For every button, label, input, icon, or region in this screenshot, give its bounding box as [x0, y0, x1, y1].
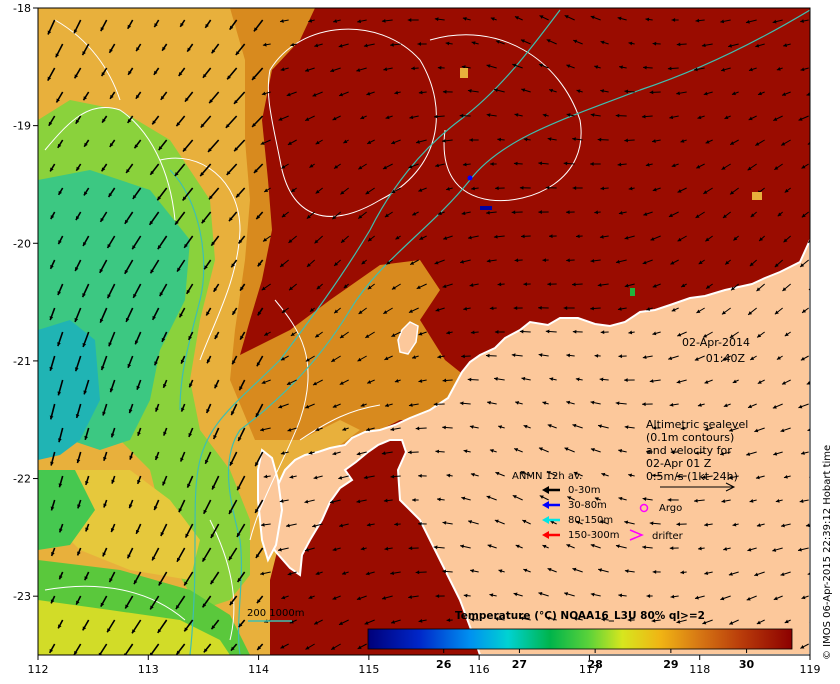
y-tick-label: -21: [13, 355, 31, 368]
anmn-legend-label: 30-80m: [568, 500, 607, 511]
sst-pixel-speck: [752, 192, 762, 200]
anmn-legend-label: 150-300m: [568, 530, 620, 541]
anmn-mooring-marker: [480, 206, 492, 210]
map-area: [38, 8, 817, 657]
colorbar-title: Temperature (°C) NOAA16_L3U 80% ql>=2: [455, 610, 705, 622]
altimetric-line: Altimetric sealevel: [646, 418, 748, 431]
altimetric-line: (0.1m contours): [646, 431, 734, 444]
velocity-arrow: [810, 620, 817, 624]
y-tick-label: -20: [13, 237, 31, 250]
velocity-arrow: [810, 43, 816, 47]
sst-pixel-speck: [460, 68, 468, 78]
x-tick-label: 115: [358, 663, 379, 676]
velocity-arrow: [811, 188, 817, 192]
colorbar-tick-label: 27: [512, 658, 527, 671]
y-tick-label: -23: [13, 590, 31, 603]
y-tick-label: -22: [13, 473, 31, 486]
colorbar-tick-label: 28: [587, 658, 602, 671]
anmn-legend-label: 80-150m: [568, 515, 613, 526]
altimetric-line: and velocity for: [646, 444, 732, 457]
argo-float-marker: [468, 176, 473, 181]
bathy-legend-label: 200 1000m: [247, 608, 304, 619]
colorbar-gradient: [368, 629, 792, 649]
drifter-label: drifter: [652, 531, 684, 542]
x-tick-label: 112: [28, 663, 49, 676]
x-tick-label: 113: [138, 663, 159, 676]
time-label: 01:40Z: [706, 352, 746, 365]
date-label: 02-Apr-2014: [682, 336, 750, 349]
colorbar-tick-label: 29: [663, 658, 678, 671]
anmn-legend-title: ANMN 12h av.: [512, 471, 582, 482]
colorbar-tick-label: 26: [436, 658, 452, 671]
velocity-arrow: [811, 332, 817, 336]
colorbar-tick-label: 30: [739, 658, 755, 671]
y-axis: -18 -19 -20 -21 -22 -23: [13, 2, 38, 603]
x-tick-label: 114: [248, 663, 269, 676]
x-tick-label: 116: [469, 663, 490, 676]
anmn-legend-label: 0-30m: [568, 485, 600, 496]
sst-pixel-speck: [630, 288, 635, 296]
y-tick-label: -19: [13, 120, 31, 133]
x-tick-label: 119: [800, 663, 821, 676]
credit-text: © IMOS 06-Apr-2015 22:39:12 Hobart time: [822, 445, 833, 660]
argo-label: Argo: [659, 503, 682, 514]
y-tick-label: -18: [13, 2, 31, 15]
x-tick-label: 118: [689, 663, 710, 676]
altimetric-line: 0.5m/s (1kt 24h): [646, 470, 738, 483]
altimetric-line: 02-Apr 01 Z: [646, 457, 712, 470]
